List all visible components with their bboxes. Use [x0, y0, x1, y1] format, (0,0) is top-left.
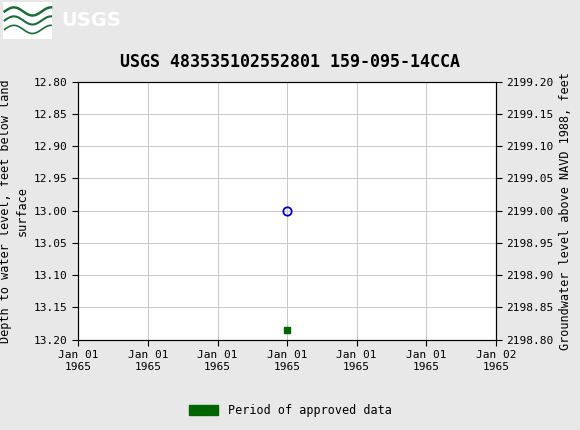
Bar: [3, 2, 52, 39]
Y-axis label: Depth to water level, feet below land
surface: Depth to water level, feet below land su…: [0, 79, 28, 343]
Text: USGS 483535102552801 159-095-14CCA: USGS 483535102552801 159-095-14CCA: [120, 53, 460, 71]
Y-axis label: Groundwater level above NAVD 1988, feet: Groundwater level above NAVD 1988, feet: [559, 72, 572, 350]
Legend: Period of approved data: Period of approved data: [184, 399, 396, 422]
Text: USGS: USGS: [61, 11, 121, 30]
